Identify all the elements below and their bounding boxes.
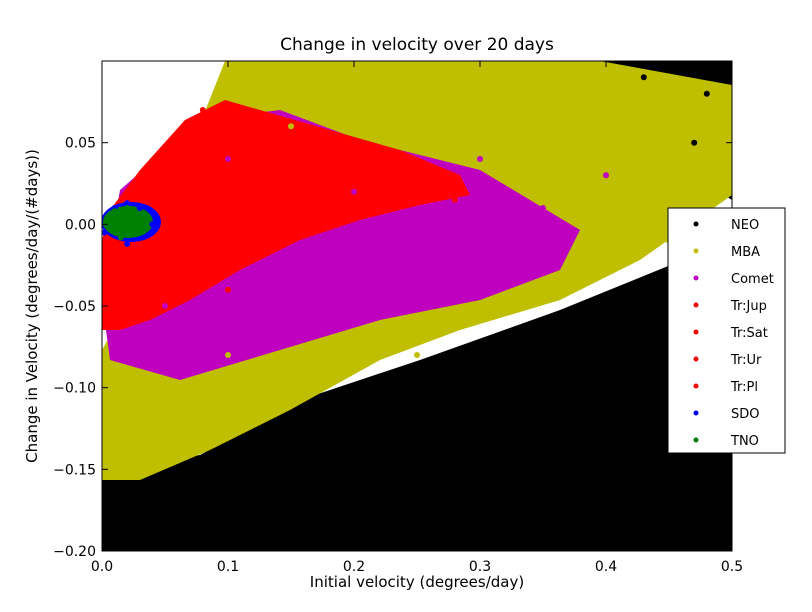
y-tick-label: 0.05 (65, 136, 96, 152)
point-mba (414, 352, 420, 358)
point-mba (288, 123, 294, 130)
point-tno (117, 234, 124, 241)
point-mba (162, 450, 168, 456)
chart-title: Change in velocity over 20 days (280, 35, 554, 55)
legend-label: TNO (730, 434, 759, 449)
legend-label: Tr:Ur (730, 353, 762, 368)
y-tick-label: −0.20 (53, 544, 96, 560)
data-points (102, 74, 710, 538)
point-mba (124, 417, 131, 424)
legend-label: MBA (731, 245, 760, 260)
legend-marker (693, 383, 699, 389)
y-tick-label: −0.05 (53, 299, 96, 315)
neo-point-cloud (102, 61, 732, 551)
point-tr-jup (351, 172, 357, 179)
point-neo (414, 466, 420, 473)
y-tick-label: −0.15 (53, 462, 96, 478)
x-tick-label: 0.5 (721, 559, 743, 575)
point-sdo (136, 205, 143, 211)
legend-label: Comet (731, 272, 774, 287)
point-sdo (124, 200, 131, 207)
legend-marker (693, 410, 699, 416)
point-mba (603, 123, 609, 130)
x-tick-label: 0.4 (595, 559, 617, 575)
point-tr-jup (288, 139, 294, 146)
point-comet (540, 205, 546, 211)
point-comet (225, 156, 231, 162)
legend-marker (693, 275, 699, 281)
legend-box (667, 207, 786, 454)
x-tick-label: 0.3 (469, 559, 491, 575)
y-tick-label: −0.10 (53, 381, 96, 397)
point-mba (225, 352, 231, 358)
point-mba (540, 286, 546, 293)
point-neo (162, 499, 168, 505)
point-comet (162, 303, 168, 309)
point-clouds (102, 61, 732, 551)
point-tno (111, 208, 118, 215)
x-axis-label: Initial velocity (degrees/day) (310, 573, 524, 591)
point-neo (640, 74, 647, 81)
point-comet (414, 254, 420, 260)
legend-label: Tr:Sat (730, 326, 768, 341)
point-neo (351, 531, 357, 538)
y-axis-label: Change in Velocity (degrees/day/(#days)) (23, 149, 41, 463)
point-tr-jup (414, 188, 420, 195)
point-tr-jup (199, 107, 206, 113)
point-sdo (124, 240, 131, 247)
x-tick-label: 0.0 (91, 559, 113, 575)
point-sdo (102, 229, 108, 236)
point-neo (288, 482, 294, 489)
point-comet (288, 270, 294, 277)
point-neo (477, 499, 483, 505)
point-neo (225, 515, 231, 522)
legend-marker (693, 248, 699, 254)
point-tno (124, 205, 131, 211)
legend-marker (693, 356, 699, 362)
trojan-point-cloud (102, 100, 470, 330)
point-comet (477, 156, 483, 162)
legend-marker (693, 221, 699, 227)
point-tr-jup (124, 319, 131, 326)
point-comet (603, 172, 609, 179)
point-neo (703, 90, 710, 97)
x-tick-label: 0.2 (343, 559, 365, 575)
point-neo (691, 139, 698, 146)
point-tno (136, 213, 143, 220)
point-mba (351, 90, 357, 97)
legend-marker (693, 437, 699, 443)
legend-label: Tr:Pl (730, 380, 758, 395)
legend-marker (693, 329, 699, 335)
legend-label: SDO (731, 407, 760, 422)
point-tr-jup (162, 156, 168, 162)
point-tr-jup (225, 286, 231, 293)
point-neo (603, 417, 609, 424)
x-tick-label: 0.1 (217, 559, 239, 575)
point-neo (540, 450, 546, 456)
point-sdo (149, 221, 156, 228)
legend-marker (693, 302, 699, 308)
y-tick-label: 0.00 (65, 217, 96, 233)
legend-label: NEO (731, 218, 759, 233)
legend-label: Tr:Jup (730, 299, 767, 314)
axis-ticks: 0.0 0.1 0.2 0.3 0.4 0.5 −0.20 −0.15 −0.10 −0.05 0.… (53, 61, 743, 575)
point-tr-jup (451, 196, 458, 203)
point-comet (351, 188, 357, 195)
point-mba (477, 107, 483, 113)
legend: NEO MBA Comet Tr:Jup Tr:Sat Tr:Ur Tr:Pl SDO TNO (667, 207, 786, 454)
